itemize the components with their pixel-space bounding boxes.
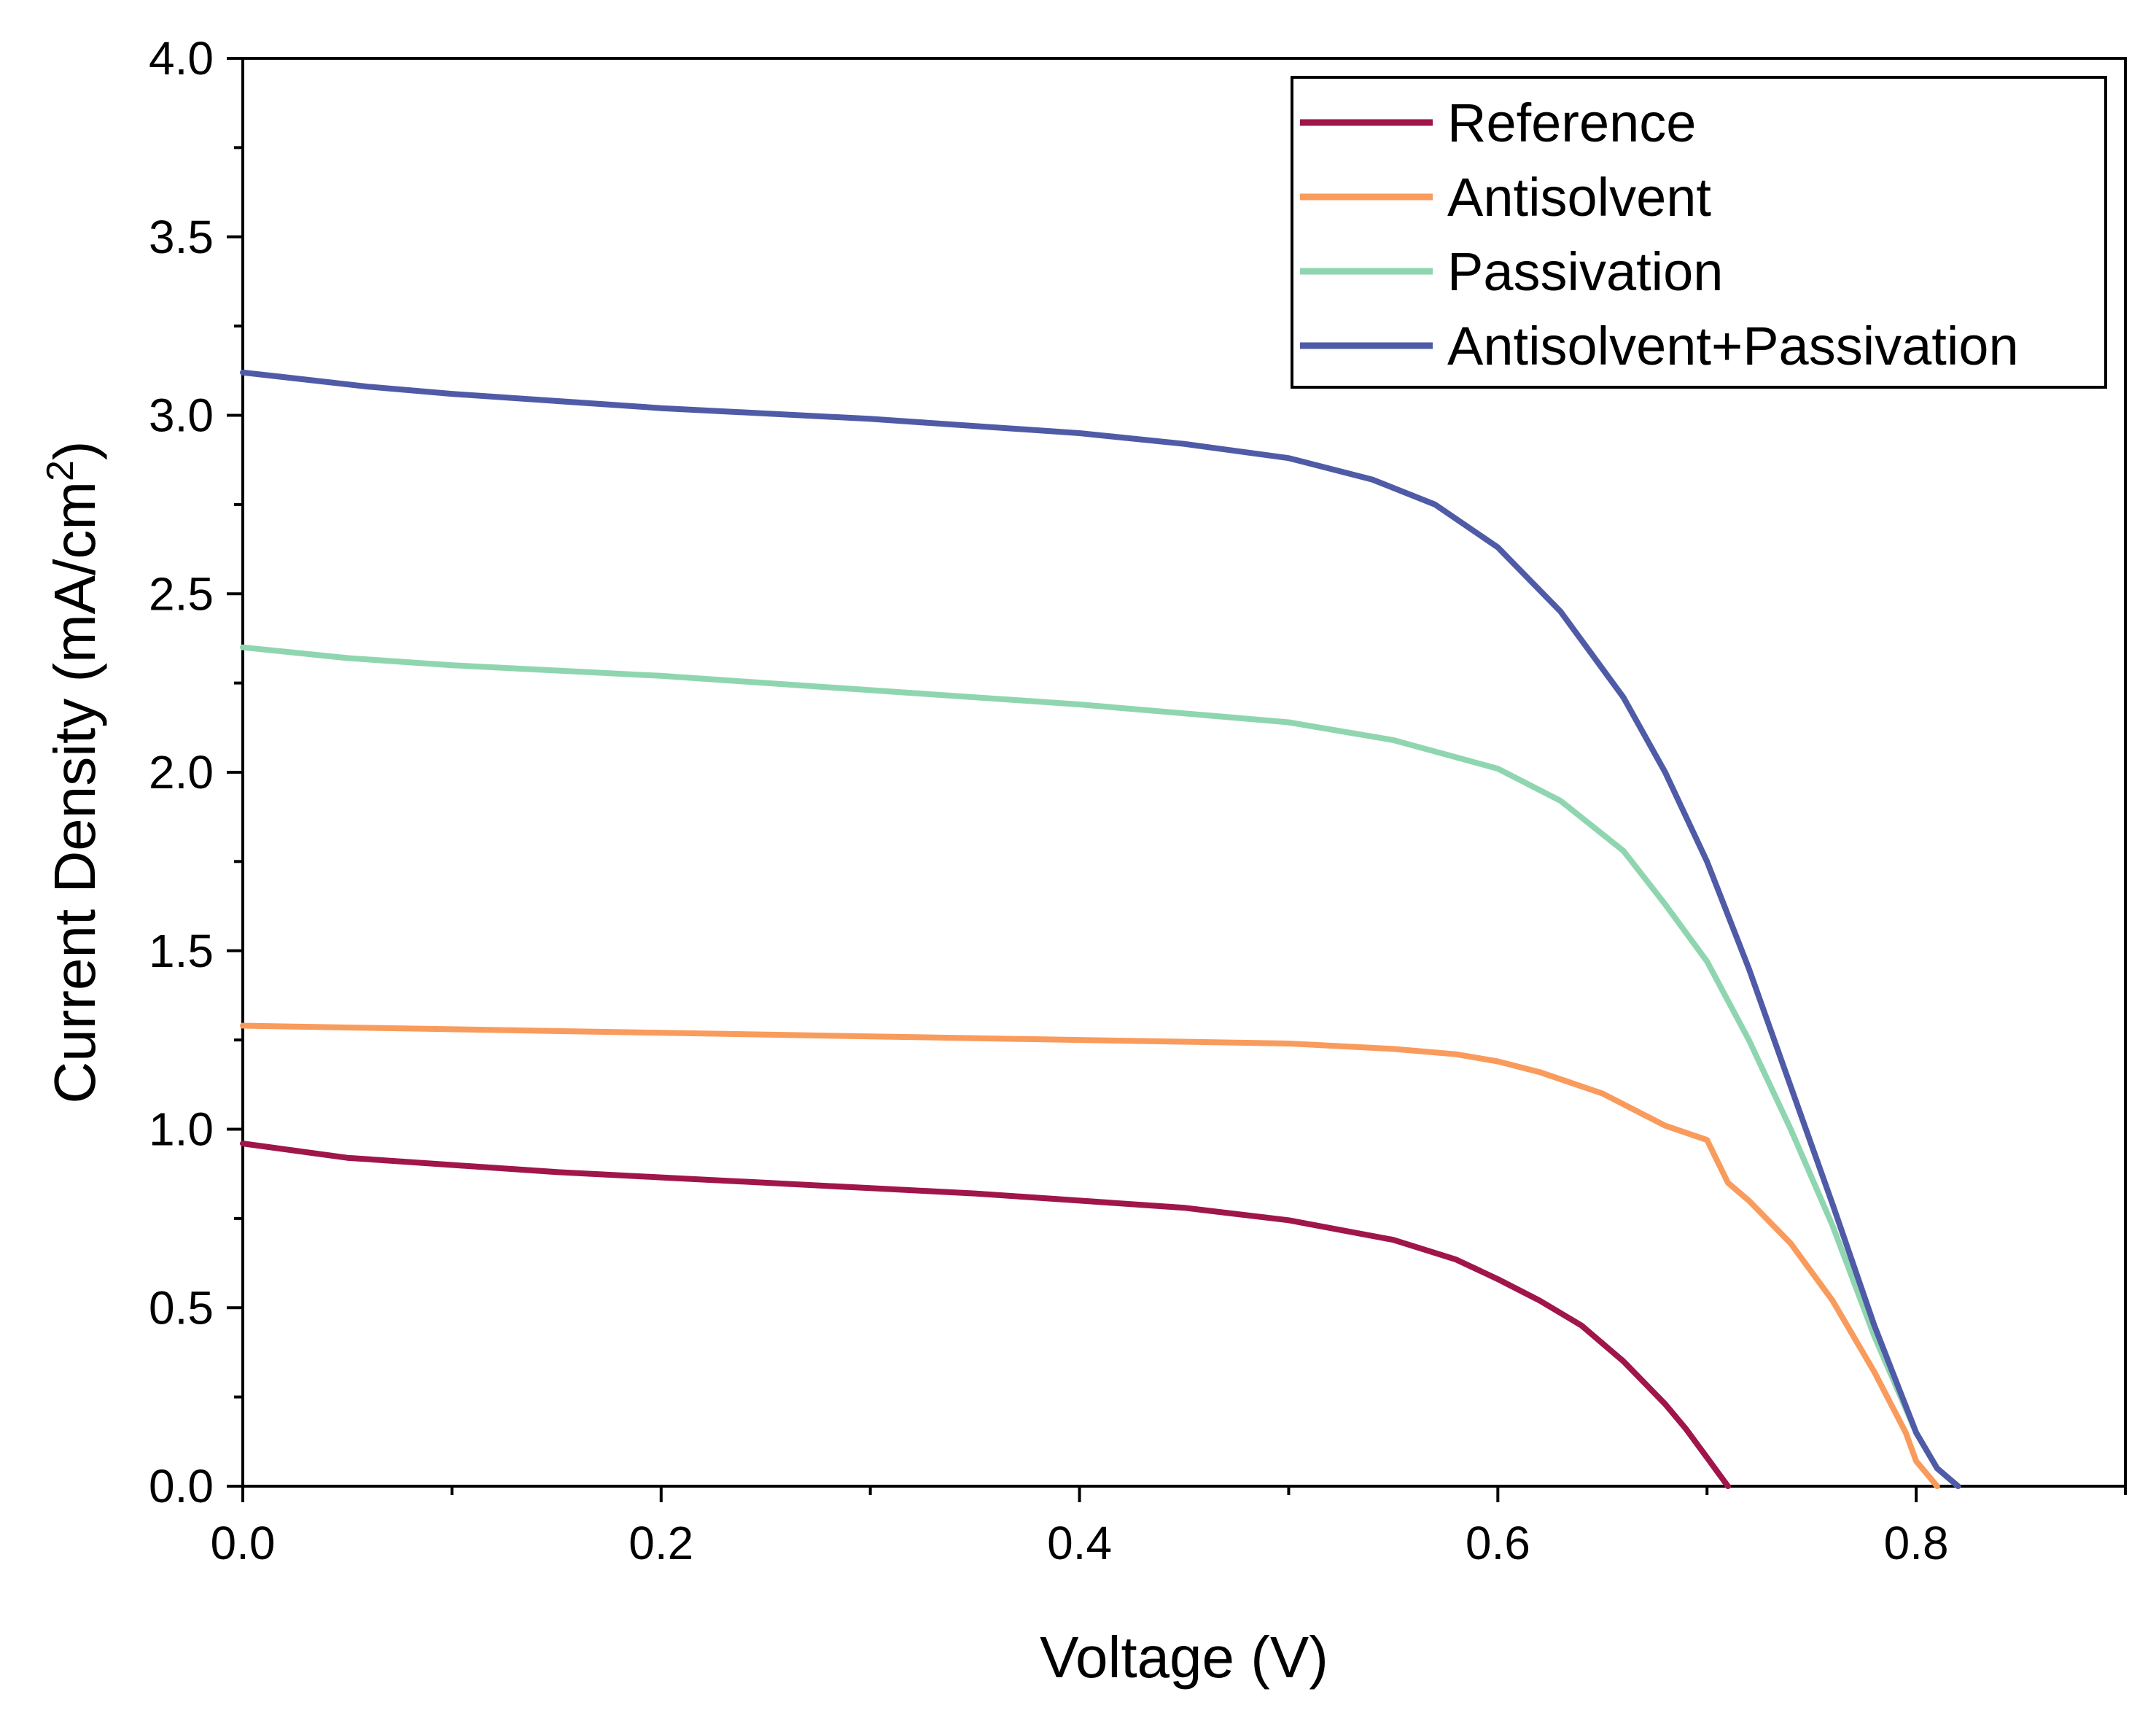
y-tick-label: 3.0	[149, 389, 214, 442]
series-line-0	[240, 1141, 1731, 1489]
series-line-1	[240, 1022, 1940, 1489]
axis-ticks	[227, 57, 2127, 1502]
y-axis-title-main: Current Density (mA/cm	[42, 481, 107, 1103]
y-axis-title: Current Density (mA/cm2)	[39, 440, 107, 1103]
legend: Reference Antisolvent Passivation Antisolve…	[1291, 76, 2107, 389]
series-line-2	[240, 644, 1961, 1489]
legend-label-3: Antisolvent+Passivation	[1447, 316, 2019, 376]
x-tick-label: 0.4	[1047, 1517, 1112, 1569]
y-tick-label: 2.0	[149, 746, 214, 799]
series-line-3	[240, 369, 1961, 1489]
legend-box	[1291, 76, 2107, 389]
x-tick-label: 0.0	[211, 1517, 276, 1569]
x-axis-title: Voltage (V)	[1040, 1625, 1328, 1690]
y-tick-label: 1.0	[149, 1103, 214, 1156]
x-tick-label: 0.2	[628, 1517, 693, 1569]
legend-label-1: Antisolvent	[1447, 167, 1711, 228]
series-lines	[240, 369, 1961, 1489]
legend-label-2: Passivation	[1447, 241, 1723, 302]
y-tick-label: 2.5	[149, 567, 214, 620]
legend-entries: Reference Antisolvent Passivation Antisolve…	[1300, 93, 2019, 376]
y-tick-label: 1.5	[149, 925, 214, 977]
y-tick-label: 3.5	[149, 211, 214, 263]
x-tick-label: 0.8	[1884, 1517, 1949, 1569]
x-tick-label: 0.6	[1466, 1517, 1530, 1569]
legend-label-0: Reference	[1447, 93, 1696, 153]
y-axis-title-superscript: 2	[39, 460, 82, 481]
axis-tick-labels: 0.0 0.2 0.4 0.6 0.8 0.0 0.5 1.0 1.5 2.0 2.5 3.0 3.5 4…	[149, 32, 1949, 1569]
y-tick-label: 4.0	[149, 32, 214, 85]
y-tick-label: 0.0	[149, 1460, 214, 1512]
y-tick-label: 0.5	[149, 1281, 214, 1334]
y-axis-title-close: )	[42, 440, 107, 460]
